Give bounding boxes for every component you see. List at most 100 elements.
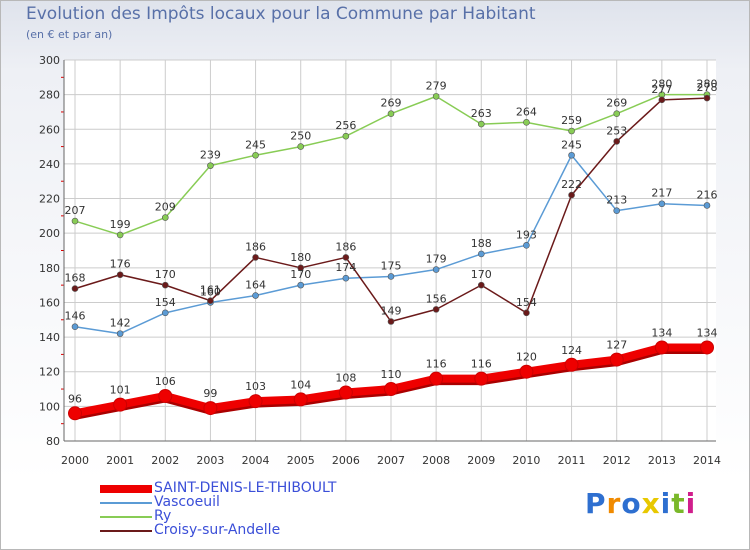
- data-point: [564, 357, 579, 372]
- data-point: [432, 93, 440, 100]
- x-tick-label: 2013: [648, 454, 676, 467]
- data-label: 156: [426, 292, 447, 305]
- data-label: 120: [516, 351, 537, 364]
- logo-letter: i: [660, 487, 672, 520]
- data-point: [207, 297, 214, 305]
- data-point: [161, 281, 169, 289]
- data-label: 186: [335, 240, 356, 253]
- data-point: [609, 352, 624, 367]
- data-label: 250: [290, 130, 311, 143]
- plot-area: [64, 60, 716, 441]
- data-label: 180: [290, 251, 311, 264]
- data-label: 127: [606, 339, 627, 352]
- data-label: 188: [471, 237, 492, 250]
- data-point: [248, 394, 263, 409]
- y-tick-label: 300: [39, 54, 60, 67]
- logo-letter: t: [671, 487, 686, 520]
- x-tick-label: 2011: [558, 454, 586, 467]
- data-point: [297, 264, 305, 272]
- data-label: 280: [697, 78, 718, 91]
- data-point: [703, 202, 711, 209]
- data-label: 103: [245, 380, 266, 393]
- data-point: [387, 273, 395, 280]
- x-tick-label: 2012: [603, 454, 631, 467]
- data-point: [252, 151, 259, 159]
- data-point: [71, 285, 79, 292]
- data-label: 259: [561, 114, 582, 127]
- data-label: 116: [426, 358, 447, 371]
- axes: 80 100 120 140 160 180 200 220 240 260 280 300 2000 2…: [39, 54, 721, 467]
- data-label: 179: [426, 253, 447, 266]
- legend-label: SAINT-DENIS-LE-THIBOULT: [154, 480, 337, 496]
- x-tick-label: 2010: [512, 454, 540, 467]
- legend-swatch: [100, 516, 152, 518]
- legend-label: Vascoeuil: [154, 494, 220, 510]
- data-point: [252, 292, 259, 299]
- x-tick-label: 2003: [196, 454, 224, 467]
- data-point: [477, 281, 485, 289]
- data-label: 164: [245, 279, 266, 292]
- data-label: 175: [381, 259, 402, 272]
- data-label: 149: [381, 305, 402, 318]
- x-tick-label: 2005: [287, 454, 315, 467]
- chart-title: Evolution des Impôts locaux pour la Comm…: [26, 4, 536, 24]
- data-point: [474, 371, 489, 386]
- data-point: [477, 250, 485, 258]
- data-label: 154: [516, 296, 537, 309]
- data-label: 239: [200, 149, 221, 162]
- data-point: [161, 309, 169, 317]
- data-point: [432, 306, 440, 313]
- data-point: [297, 281, 305, 289]
- data-point: [384, 382, 398, 397]
- data-point: [523, 309, 530, 317]
- y-tick-label: 260: [39, 123, 60, 136]
- data-point: [523, 242, 530, 249]
- data-label: 96: [68, 392, 82, 405]
- data-label: 154: [155, 296, 176, 309]
- data-point: [523, 119, 530, 126]
- data-point: [613, 207, 621, 214]
- data-point: [71, 323, 79, 331]
- data-label: 253: [606, 124, 627, 137]
- data-point: [297, 143, 305, 150]
- data-label: 124: [561, 344, 582, 357]
- data-label: 146: [65, 310, 86, 323]
- data-label: 110: [381, 368, 402, 381]
- legend-label: Croisy-sur-Andelle: [154, 522, 281, 538]
- data-label: 213: [606, 194, 627, 207]
- y-tick-label: 100: [39, 400, 60, 413]
- data-point: [658, 96, 666, 104]
- legend-swatch: [100, 530, 152, 532]
- data-point: [387, 318, 395, 325]
- x-tick-label: 2000: [61, 454, 89, 467]
- x-tick-label: 2006: [332, 454, 360, 467]
- data-label: 170: [155, 268, 176, 281]
- data-label: 277: [651, 83, 672, 96]
- data-point: [568, 151, 575, 159]
- data-label: 186: [245, 240, 266, 253]
- x-tick-label: 2008: [422, 454, 450, 467]
- data-label: 222: [561, 178, 582, 191]
- data-label: 280: [651, 78, 672, 91]
- legend-swatch: [100, 502, 152, 504]
- data-point: [252, 254, 259, 261]
- grid-lines: [64, 59, 716, 441]
- data-point: [116, 330, 124, 337]
- data-point: [203, 401, 218, 416]
- data-label: 134: [697, 326, 718, 339]
- data-label: 278: [697, 81, 718, 94]
- data-point: [207, 162, 214, 169]
- y-tick-label: 160: [39, 296, 60, 309]
- data-label: 99: [203, 387, 217, 400]
- data-point: [68, 406, 82, 421]
- data-label: 161: [200, 284, 221, 297]
- data-label: 199: [110, 218, 131, 231]
- series-lines: [68, 91, 714, 421]
- data-point: [477, 120, 485, 128]
- y-tick-label: 280: [39, 89, 60, 102]
- data-point: [116, 231, 124, 239]
- logo-letter: i: [685, 487, 697, 520]
- logo-letter: P: [585, 487, 607, 520]
- data-point: [116, 271, 124, 279]
